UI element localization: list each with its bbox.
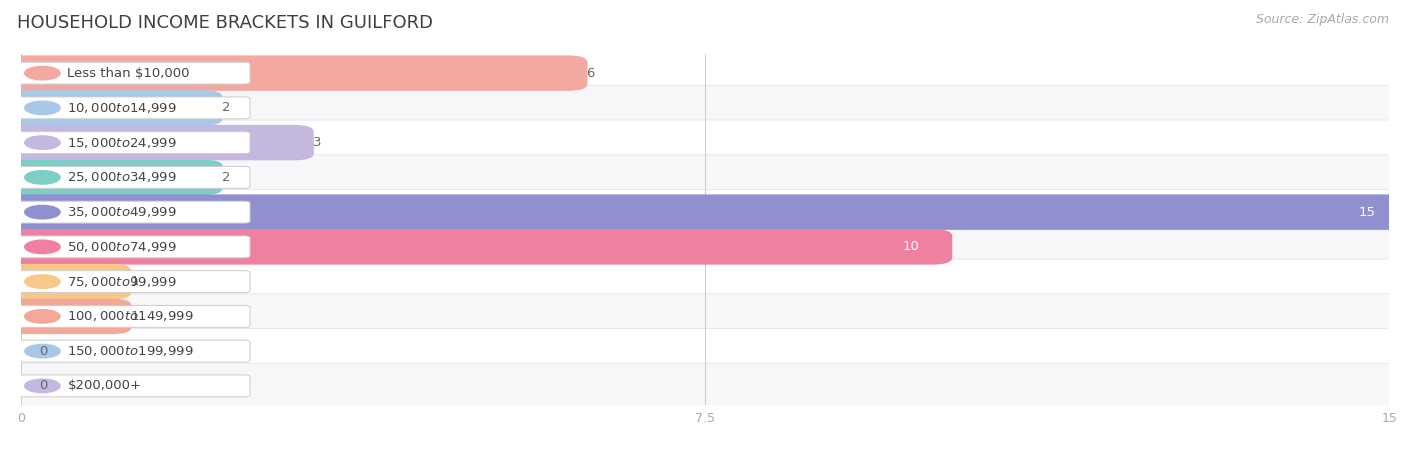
Text: $150,000 to $199,999: $150,000 to $199,999 — [67, 344, 194, 358]
FancyBboxPatch shape — [7, 155, 1403, 200]
Text: 1: 1 — [131, 275, 139, 288]
FancyBboxPatch shape — [15, 236, 250, 258]
Text: $10,000 to $14,999: $10,000 to $14,999 — [67, 101, 177, 115]
FancyBboxPatch shape — [7, 189, 1403, 235]
FancyBboxPatch shape — [7, 50, 1403, 96]
Text: $75,000 to $99,999: $75,000 to $99,999 — [67, 274, 177, 288]
Circle shape — [25, 310, 60, 323]
Text: 0: 0 — [39, 379, 48, 392]
FancyBboxPatch shape — [15, 62, 250, 84]
FancyBboxPatch shape — [1, 264, 131, 299]
Text: HOUSEHOLD INCOME BRACKETS IN GUILFORD: HOUSEHOLD INCOME BRACKETS IN GUILFORD — [17, 14, 433, 32]
Text: 3: 3 — [314, 136, 322, 149]
Circle shape — [25, 379, 60, 392]
FancyBboxPatch shape — [7, 294, 1403, 339]
FancyBboxPatch shape — [1, 194, 1406, 230]
FancyBboxPatch shape — [1, 160, 222, 195]
Text: 0: 0 — [39, 345, 48, 358]
FancyBboxPatch shape — [15, 132, 250, 153]
Text: 1: 1 — [131, 310, 139, 323]
FancyBboxPatch shape — [7, 259, 1403, 304]
Circle shape — [25, 67, 60, 80]
Text: 6: 6 — [586, 67, 595, 80]
Circle shape — [25, 171, 60, 184]
FancyBboxPatch shape — [1, 125, 314, 160]
Text: $100,000 to $149,999: $100,000 to $149,999 — [67, 310, 194, 324]
Text: $25,000 to $34,999: $25,000 to $34,999 — [67, 171, 177, 184]
FancyBboxPatch shape — [1, 55, 588, 91]
Text: 2: 2 — [222, 101, 231, 114]
FancyBboxPatch shape — [7, 328, 1403, 374]
Text: $35,000 to $49,999: $35,000 to $49,999 — [67, 205, 177, 219]
FancyBboxPatch shape — [15, 271, 250, 292]
Circle shape — [25, 344, 60, 358]
FancyBboxPatch shape — [7, 120, 1403, 165]
Circle shape — [25, 101, 60, 115]
FancyBboxPatch shape — [15, 166, 250, 188]
FancyBboxPatch shape — [15, 340, 250, 362]
Circle shape — [25, 136, 60, 149]
FancyBboxPatch shape — [15, 306, 250, 327]
Text: $15,000 to $24,999: $15,000 to $24,999 — [67, 135, 177, 149]
FancyBboxPatch shape — [7, 86, 1403, 130]
FancyBboxPatch shape — [1, 90, 222, 126]
FancyBboxPatch shape — [1, 299, 131, 334]
Circle shape — [25, 240, 60, 254]
FancyBboxPatch shape — [15, 201, 250, 223]
FancyBboxPatch shape — [7, 363, 1403, 409]
FancyBboxPatch shape — [15, 97, 250, 119]
Text: $200,000+: $200,000+ — [67, 379, 142, 392]
Text: $50,000 to $74,999: $50,000 to $74,999 — [67, 240, 177, 254]
Text: Source: ZipAtlas.com: Source: ZipAtlas.com — [1256, 14, 1389, 27]
Circle shape — [25, 205, 60, 219]
FancyBboxPatch shape — [15, 375, 250, 397]
Text: 2: 2 — [222, 171, 231, 184]
Circle shape — [25, 275, 60, 288]
Text: 15: 15 — [1358, 206, 1375, 219]
FancyBboxPatch shape — [7, 224, 1403, 270]
FancyBboxPatch shape — [1, 229, 952, 265]
Text: Less than $10,000: Less than $10,000 — [67, 67, 190, 80]
Text: 10: 10 — [903, 240, 920, 253]
